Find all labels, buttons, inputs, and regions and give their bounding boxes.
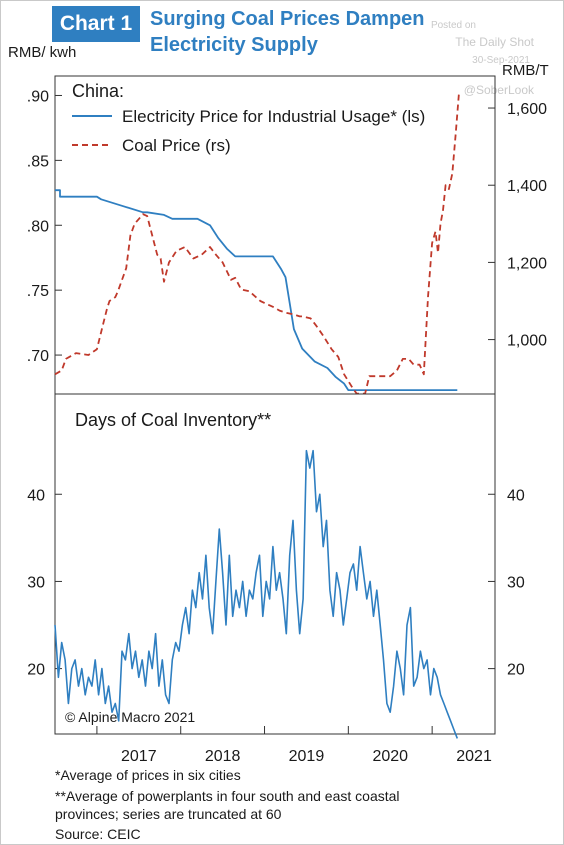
- right-axis-ticks: 1,600 1,400 1,200 1,000: [488, 101, 547, 350]
- watermark-date: 30-Sep-2021: [472, 55, 530, 66]
- x-axis-ticks: 2017 2018 2019 2020 2021: [96, 726, 492, 765]
- x-tick-label: 2018: [205, 748, 241, 765]
- inventory-left-tick-label: 30: [27, 574, 45, 591]
- right-tick-label: 1,600: [507, 101, 547, 118]
- inventory-left-tick-label: 40: [27, 487, 45, 504]
- right-tick-label: 1,200: [507, 255, 547, 272]
- left-tick-label: .75: [27, 283, 49, 300]
- chart-title-line-1: Surging Coal Prices Dampen: [150, 8, 425, 30]
- left-tick-label: .90: [27, 88, 49, 105]
- watermark-source: The Daily Shot: [455, 35, 534, 49]
- footnote-2-line-2: provinces; series are truncated at 60: [55, 806, 282, 822]
- panel-inventory-title: Days of Coal Inventory**: [75, 410, 271, 430]
- legend-electricity-label: Electricity Price for Industrial Usage* …: [122, 107, 425, 126]
- inventory-right-tick-label: 40: [507, 487, 525, 504]
- chart-title: Surging Coal Prices Dampen Electricity S…: [150, 6, 450, 58]
- coal-price-line: [54, 92, 460, 395]
- panel-prices: China: Electricity Price for Industrial …: [27, 75, 547, 395]
- electricity-price-line: [55, 189, 458, 392]
- panel-inventory: Days of Coal Inventory** © Alpine Macro …: [27, 393, 525, 765]
- chart-number-badge: Chart 1: [52, 6, 140, 42]
- price-series: [54, 92, 460, 395]
- footnote-1: *Average of prices in six cities: [55, 767, 241, 783]
- right-tick-label: 1,400: [507, 178, 547, 195]
- watermark-posted: Posted on: [430, 20, 476, 31]
- inventory-left-tick-label: 20: [27, 662, 45, 679]
- inventory-right-tick-label: 20: [507, 662, 525, 679]
- footnote-2-line-1: **Average of powerplants in four south a…: [55, 788, 400, 804]
- left-tick-label: .70: [27, 348, 49, 365]
- left-tick-label: .85: [27, 153, 49, 170]
- inventory-axis-ticks: 40 40 30 30 20 20: [27, 487, 525, 678]
- panel-inventory-border: [54, 393, 496, 735]
- left-axis-unit: RMB/ kwh: [8, 44, 77, 61]
- inventory-right-tick-label: 30: [507, 574, 525, 591]
- right-axis-unit: RMB/T: [502, 62, 549, 79]
- x-tick-label: 2017: [121, 748, 157, 765]
- x-tick-label: 2019: [289, 748, 325, 765]
- watermark-handle: @SoberLook: [463, 83, 534, 97]
- x-tick-label: 2020: [372, 748, 408, 765]
- right-tick-label: 1,000: [507, 333, 547, 350]
- coal-inventory-line: [54, 449, 459, 739]
- copyright-annotation: © Alpine Macro 2021: [65, 709, 195, 725]
- left-axis-ticks: .90 .85 .80 .75 .70: [27, 88, 62, 365]
- panel-prices-title: China:: [72, 81, 124, 101]
- chart-title-line-2: Electricity Supply: [150, 34, 318, 56]
- left-tick-label: .80: [27, 218, 49, 235]
- x-tick-label: 2021: [456, 748, 492, 765]
- inventory-series: [54, 449, 459, 739]
- source-note: Source: CEIC: [55, 826, 141, 842]
- legend-coal-label: Coal Price (rs): [122, 136, 231, 155]
